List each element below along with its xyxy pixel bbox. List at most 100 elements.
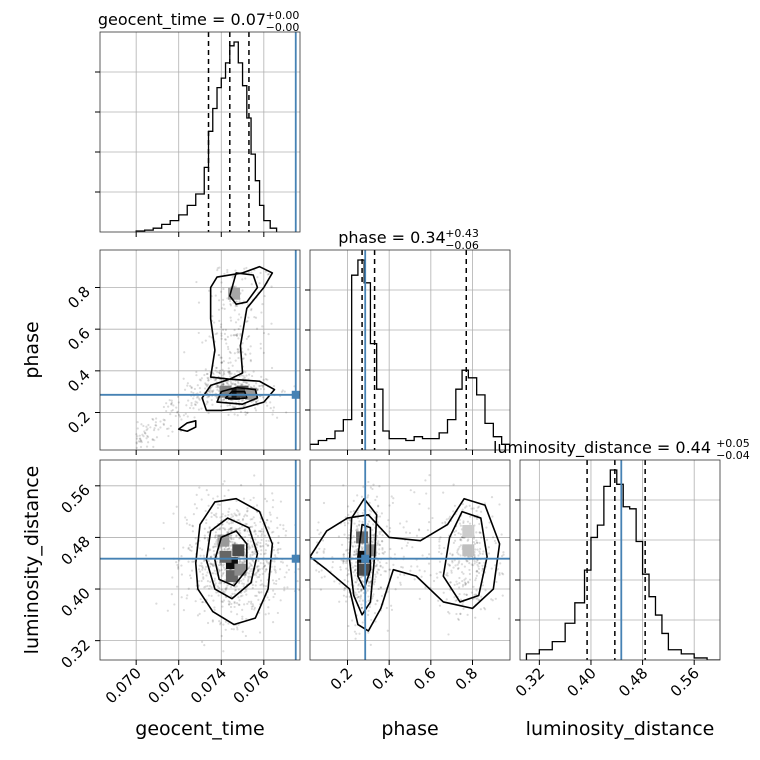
sample-point [367, 520, 371, 523]
sample-point [241, 608, 244, 611]
sample-point [248, 562, 251, 565]
sample-point [206, 385, 209, 388]
sample-point [221, 482, 225, 486]
sample-point [281, 561, 285, 564]
sample-point [223, 272, 226, 276]
sample-point [229, 528, 232, 531]
sample-point [468, 572, 471, 576]
sample-point [203, 537, 206, 540]
sample-point [488, 521, 491, 524]
sample-point [198, 564, 201, 567]
sample-point [254, 524, 257, 527]
sample-point [379, 586, 382, 589]
sample-point [176, 410, 179, 413]
sample-point [228, 350, 231, 353]
sample-point [502, 553, 505, 556]
sample-point [249, 563, 253, 566]
sample-point [255, 504, 259, 507]
sample-point [258, 611, 261, 615]
sample-point [207, 395, 210, 398]
sample-point [331, 560, 334, 564]
sample-point [485, 526, 488, 529]
sample-point [249, 555, 252, 558]
sample-point [177, 413, 181, 416]
sample-point [218, 354, 221, 357]
sample-point [166, 609, 169, 612]
sample-point [458, 586, 461, 589]
sample-point [244, 370, 247, 374]
sample-point [138, 434, 141, 437]
sample-point [244, 522, 247, 525]
sample-point [235, 602, 239, 605]
sample-point [457, 547, 460, 550]
sample-point [276, 611, 279, 615]
density-cell [358, 563, 371, 576]
sample-point [242, 578, 245, 581]
sample-point [241, 278, 244, 281]
sample-point [277, 541, 280, 544]
sample-point [278, 568, 282, 571]
sample-point [264, 401, 268, 404]
sample-point [345, 561, 348, 565]
sample-point [227, 413, 230, 416]
sample-point [144, 554, 148, 557]
sample-point [244, 634, 247, 638]
sample-point [368, 605, 372, 609]
sample-point [221, 523, 224, 526]
sample-point [476, 597, 479, 600]
sample-point [245, 617, 248, 621]
sample-point [222, 599, 226, 602]
sample-point [180, 564, 183, 567]
sample-point [248, 548, 251, 551]
sample-point [237, 350, 240, 353]
sample-point [345, 559, 349, 562]
sample-point [457, 618, 460, 622]
sample-point [197, 397, 201, 400]
sample-point [409, 569, 412, 572]
sample-point [447, 610, 450, 614]
sample-point [216, 385, 220, 388]
sample-point [244, 513, 247, 516]
sample-point [237, 588, 240, 591]
sample-point [377, 542, 380, 545]
sample-point [142, 424, 145, 428]
sample-point [191, 525, 195, 528]
sample-point [219, 290, 223, 293]
sample-point [249, 518, 252, 521]
sample-point [169, 413, 172, 416]
sample-point [227, 370, 230, 373]
sample-point [224, 514, 227, 517]
sample-point [279, 547, 282, 551]
sample-point [257, 590, 260, 594]
sample-point [374, 620, 377, 623]
sample-point [187, 399, 190, 402]
density-cell [232, 544, 245, 557]
sample-point [271, 559, 274, 562]
sample-point [203, 609, 206, 613]
sample-point [255, 400, 258, 404]
sample-point [441, 521, 444, 525]
sample-point [220, 356, 223, 359]
sample-point [451, 553, 454, 556]
sample-point [224, 589, 227, 592]
sample-point [465, 593, 468, 596]
sample-point [188, 548, 192, 552]
sample-point [447, 517, 450, 520]
sample-point [202, 576, 205, 579]
sample-point [229, 319, 233, 322]
sample-point [270, 366, 274, 370]
sample-point [201, 565, 204, 568]
sample-point [447, 563, 450, 566]
truth-marker [291, 554, 300, 563]
sample-point [374, 498, 377, 502]
sample-point [347, 624, 350, 628]
sample-point [265, 568, 268, 571]
sample-point [481, 584, 484, 587]
sample-point [206, 376, 209, 380]
sample-point [215, 540, 218, 544]
sample-point [342, 559, 345, 562]
sample-point [237, 400, 240, 403]
sample-point [222, 398, 226, 401]
sample-point [236, 304, 239, 308]
sample-point [271, 579, 275, 582]
